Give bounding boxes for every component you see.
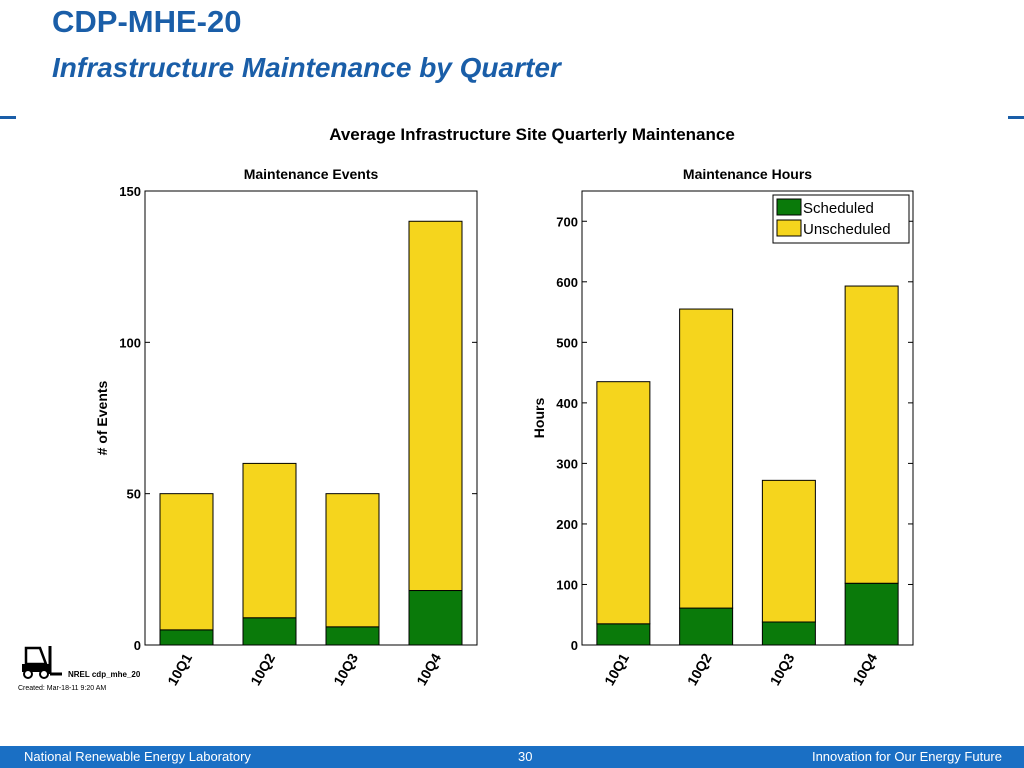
figure-title: Average Infrastructure Site Quarterly Ma… bbox=[329, 125, 735, 144]
legend-label-unscheduled: Unscheduled bbox=[803, 221, 891, 238]
x-tick-label: 10Q1 bbox=[601, 650, 632, 688]
bar-scheduled-10q1 bbox=[596, 623, 651, 646]
y-tick-label: 500 bbox=[556, 335, 578, 350]
forklift-logo-icon bbox=[22, 646, 62, 679]
footer-tagline: Innovation for Our Energy Future bbox=[811, 749, 1002, 764]
right-rule-mark bbox=[1008, 116, 1024, 119]
bar-unscheduled-10q2 bbox=[242, 462, 297, 619]
created-timestamp: Created: Mar-18-11 9:20 AM bbox=[18, 685, 107, 692]
x-tick-label: 10Q1 bbox=[164, 650, 195, 688]
bar-unscheduled-10q4 bbox=[408, 220, 463, 592]
y-tick-label: 100 bbox=[556, 577, 578, 592]
y-tick-label: 200 bbox=[556, 517, 578, 532]
slide-subtitle: Infrastructure Maintenance by Quarter bbox=[52, 52, 561, 83]
bar-unscheduled-10q4 bbox=[844, 285, 899, 584]
x-tick-label: 10Q3 bbox=[766, 650, 797, 688]
y-axis-label: # of Events bbox=[94, 380, 110, 455]
legend-swatch-unscheduled bbox=[776, 219, 802, 237]
maintenance-events-chart: Maintenance Events # of Events 10Q1 10Q2 10Q… bbox=[94, 166, 478, 688]
footer-bar: National Renewable Energy Laboratory 30 … bbox=[0, 746, 1024, 768]
bar-scheduled-10q3 bbox=[761, 621, 816, 646]
y-tick-label: 100 bbox=[119, 335, 141, 350]
bar-scheduled-10q2 bbox=[242, 617, 297, 646]
bar-unscheduled-10q1 bbox=[159, 493, 214, 631]
footer-organization: National Renewable Energy Laboratory bbox=[24, 749, 251, 764]
legend-swatch-scheduled bbox=[776, 198, 802, 216]
x-tick-label: 10Q3 bbox=[330, 650, 361, 688]
maintenance-hours-chart: Maintenance Hours Hours 10Q1 10Q2 10Q3 10Q4 0 1… bbox=[531, 166, 914, 688]
chart-title: Maintenance Hours bbox=[683, 166, 812, 182]
x-tick-label: 10Q2 bbox=[247, 650, 278, 688]
charts-figure: Average Infrastructure Site Quarterly Ma… bbox=[94, 125, 914, 688]
bar-unscheduled-10q3 bbox=[325, 493, 380, 628]
bar-scheduled-10q4 bbox=[844, 582, 899, 646]
bar-unscheduled-10q2 bbox=[679, 308, 734, 609]
y-tick-label: 700 bbox=[556, 214, 578, 229]
bar-scheduled-10q1 bbox=[159, 629, 214, 646]
y-tick-label: 0 bbox=[134, 638, 141, 653]
slide-title: CDP-MHE-20 bbox=[52, 4, 242, 39]
bar-scheduled-10q3 bbox=[325, 626, 380, 646]
chart-legend: Scheduled Unscheduled bbox=[772, 194, 910, 244]
x-tick-label: 10Q4 bbox=[413, 650, 444, 688]
x-tick-label: 10Q2 bbox=[684, 650, 715, 688]
y-tick-label: 50 bbox=[127, 487, 141, 502]
y-axis-label: Hours bbox=[531, 398, 547, 439]
figure-tag: NREL cdp_mhe_20 bbox=[68, 670, 141, 679]
plot-frame bbox=[144, 190, 478, 646]
chart-title: Maintenance Events bbox=[244, 166, 379, 182]
bar-unscheduled-10q1 bbox=[596, 381, 651, 625]
plot-frame bbox=[581, 190, 914, 646]
left-rule-mark bbox=[0, 116, 16, 119]
y-tick-label: 400 bbox=[556, 396, 578, 411]
y-tick-label: 0 bbox=[571, 638, 578, 653]
bar-scheduled-10q4 bbox=[408, 590, 463, 646]
x-tick-label: 10Q4 bbox=[849, 650, 880, 688]
legend-label-scheduled: Scheduled bbox=[803, 200, 874, 217]
y-tick-label: 300 bbox=[556, 456, 578, 471]
y-tick-label: 150 bbox=[119, 184, 141, 199]
bar-unscheduled-10q3 bbox=[761, 479, 816, 623]
y-tick-label: 600 bbox=[556, 275, 578, 290]
page-number: 30 bbox=[518, 749, 533, 764]
bar-scheduled-10q2 bbox=[679, 607, 734, 646]
